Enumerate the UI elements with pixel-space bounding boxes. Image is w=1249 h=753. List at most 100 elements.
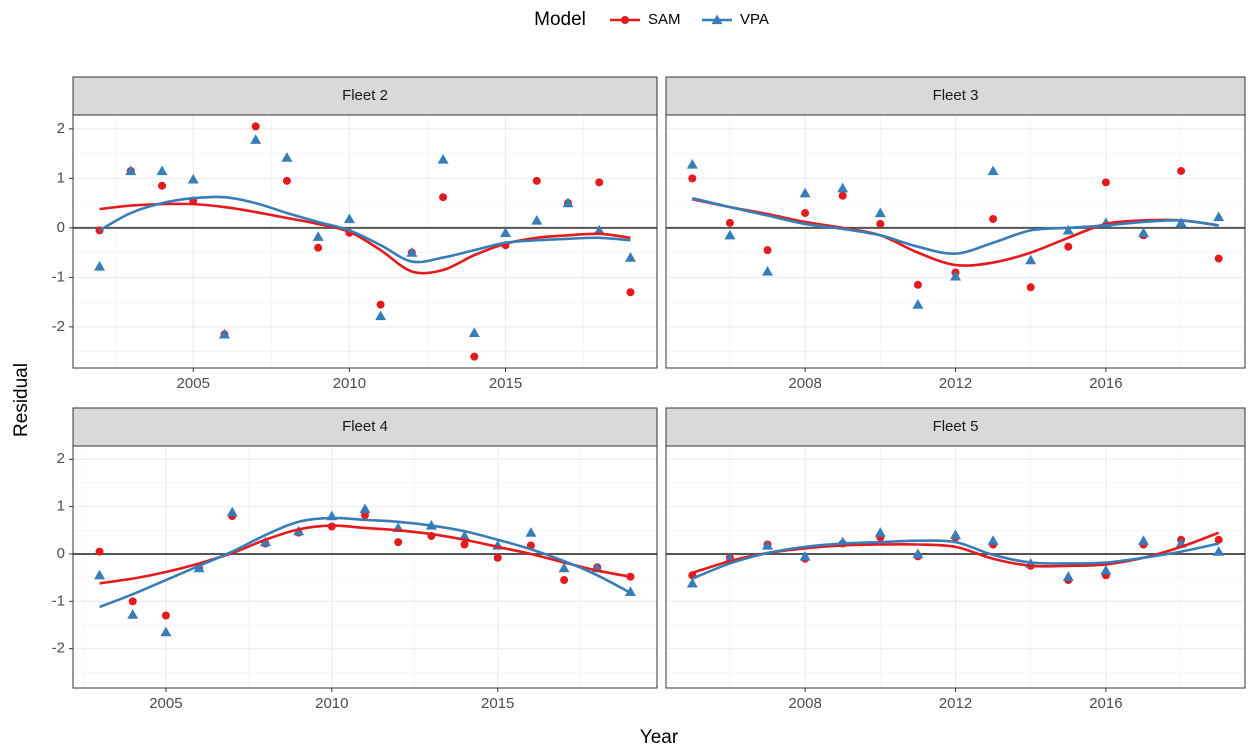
- point: [470, 352, 479, 361]
- x-tick-label: 2010: [333, 375, 366, 392]
- legend-label: VPA: [740, 11, 769, 28]
- point: [799, 187, 811, 198]
- point: [912, 548, 924, 559]
- point: [874, 207, 886, 218]
- panel-border: [665, 114, 1246, 369]
- strip: [72, 407, 658, 447]
- strip: [665, 407, 1246, 447]
- point: [439, 193, 448, 202]
- point: [913, 280, 922, 289]
- x-tick-label: 2012: [939, 695, 972, 712]
- trend-line: [692, 197, 1219, 267]
- legend-key: [711, 14, 723, 25]
- point: [525, 527, 537, 537]
- point: [1175, 217, 1187, 228]
- point: [1213, 546, 1225, 556]
- y-tick-label: 0: [57, 545, 65, 562]
- point: [281, 152, 293, 162]
- point: [1214, 254, 1223, 263]
- y-tick-label: 2: [57, 120, 65, 137]
- point: [725, 218, 734, 227]
- point: [500, 227, 512, 237]
- y-tick-label: -1: [52, 268, 65, 285]
- point: [259, 536, 271, 547]
- strip-title: Fleet 5: [933, 418, 979, 435]
- point: [593, 224, 605, 235]
- point: [226, 506, 238, 517]
- strip: [72, 76, 658, 116]
- legend-label: SAM: [648, 11, 681, 28]
- point: [218, 328, 230, 339]
- y-tick-label: 0: [57, 219, 65, 236]
- point: [361, 511, 369, 520]
- point: [1026, 283, 1035, 292]
- x-tick-label: 2005: [177, 375, 210, 392]
- point: [125, 165, 137, 176]
- point: [626, 288, 635, 297]
- x-tick-label: 2010: [315, 695, 348, 712]
- point: [1101, 178, 1110, 187]
- point: [437, 154, 449, 164]
- panel-border: [72, 114, 658, 369]
- panel: [73, 446, 657, 688]
- y-axis-title: Residual: [11, 363, 32, 437]
- point: [406, 247, 418, 257]
- point: [394, 538, 403, 547]
- point: [193, 562, 205, 573]
- point: [624, 252, 636, 262]
- strip-title: Fleet 3: [933, 87, 979, 104]
- point: [531, 214, 543, 225]
- x-tick-label: 2015: [489, 375, 522, 392]
- point: [724, 229, 736, 240]
- strip: [665, 76, 1246, 116]
- x-tick-label: 2012: [939, 375, 972, 392]
- point: [1100, 565, 1112, 575]
- x-axis-title: Year: [640, 727, 679, 748]
- point: [251, 122, 260, 131]
- point: [989, 214, 998, 223]
- point: [343, 213, 355, 224]
- point: [912, 299, 924, 309]
- point: [1214, 535, 1223, 544]
- panel-border: [72, 445, 658, 689]
- point: [799, 550, 811, 561]
- point: [987, 535, 999, 545]
- trend-line: [99, 524, 631, 585]
- point: [158, 181, 167, 190]
- point: [1064, 242, 1073, 251]
- y-tick-label: 2: [57, 450, 65, 467]
- y-tick-label: 1: [57, 169, 65, 186]
- point: [560, 576, 569, 585]
- point: [359, 503, 371, 514]
- x-tick-label: 2016: [1089, 375, 1122, 392]
- strip-title: Fleet 2: [342, 87, 388, 104]
- strip-title: Fleet 4: [342, 418, 388, 435]
- point: [459, 530, 471, 541]
- point: [468, 327, 480, 337]
- point: [874, 527, 886, 537]
- point: [312, 231, 324, 241]
- y-tick-label: -2: [52, 318, 65, 335]
- point: [1177, 166, 1186, 175]
- legend-key: [621, 16, 629, 24]
- point: [156, 165, 168, 176]
- panel-border: [665, 445, 1246, 689]
- x-tick-label: 2016: [1089, 695, 1122, 712]
- point: [562, 197, 574, 208]
- point: [1062, 224, 1074, 235]
- point: [688, 174, 697, 183]
- point: [1137, 227, 1149, 237]
- y-tick-label: -2: [52, 640, 65, 657]
- point: [801, 209, 810, 218]
- point: [493, 553, 502, 562]
- point: [1213, 211, 1225, 222]
- x-tick-label: 2005: [149, 695, 182, 712]
- point: [250, 134, 262, 144]
- point: [987, 165, 999, 176]
- point: [187, 173, 199, 184]
- point: [532, 176, 541, 185]
- trend-line: [99, 516, 632, 609]
- point: [375, 310, 387, 321]
- y-tick-label: 1: [57, 498, 65, 515]
